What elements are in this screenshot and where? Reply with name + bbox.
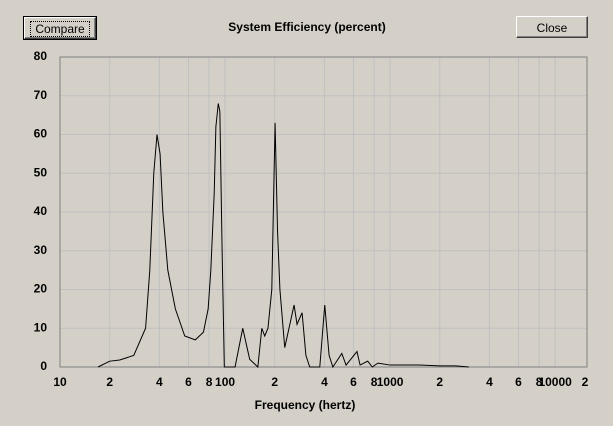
y-tick-label: 0 <box>40 359 47 373</box>
x-tick-label: 4 <box>486 375 493 389</box>
y-tick-label: 40 <box>34 204 48 218</box>
y-tick-label: 70 <box>34 88 48 102</box>
plot-area <box>59 56 588 368</box>
y-tick-label: 50 <box>34 165 48 179</box>
x-tick-label: 2 <box>436 375 443 389</box>
close-button[interactable]: Close <box>516 16 588 38</box>
x-tick-label: 4 <box>156 375 163 389</box>
y-tick-label: 10 <box>34 320 48 334</box>
x-tick-label: 8 <box>371 375 378 389</box>
y-tick-label: 20 <box>34 282 48 296</box>
y-tick-label: 30 <box>34 243 48 257</box>
x-tick-label: 8 <box>206 375 213 389</box>
x-tick-label: 6 <box>515 375 522 389</box>
x-tick-label: 2 <box>271 375 278 389</box>
x-tick-label: 6 <box>350 375 357 389</box>
x-tick-label: 10 <box>53 375 67 389</box>
x-tick-label: 2 <box>106 375 113 389</box>
x-tick-label: 10000 <box>538 375 572 389</box>
x-tick-label: 6 <box>185 375 192 389</box>
chart-title: System Efficiency (percent) <box>228 20 385 34</box>
data-line <box>97 103 469 369</box>
compare-button[interactable]: Compare <box>23 16 97 40</box>
x-axis-label: Frequency (hertz) <box>255 398 356 412</box>
x-tick-label: 2 <box>582 375 589 389</box>
y-tick-label: 80 <box>34 49 48 63</box>
x-tick-label: 100 <box>215 375 235 389</box>
x-tick-label: 1000 <box>377 375 404 389</box>
x-tick-label: 8 <box>536 375 543 389</box>
x-tick-label: 4 <box>321 375 328 389</box>
y-tick-label: 60 <box>34 127 48 141</box>
compare-label: Compare <box>30 21 90 37</box>
